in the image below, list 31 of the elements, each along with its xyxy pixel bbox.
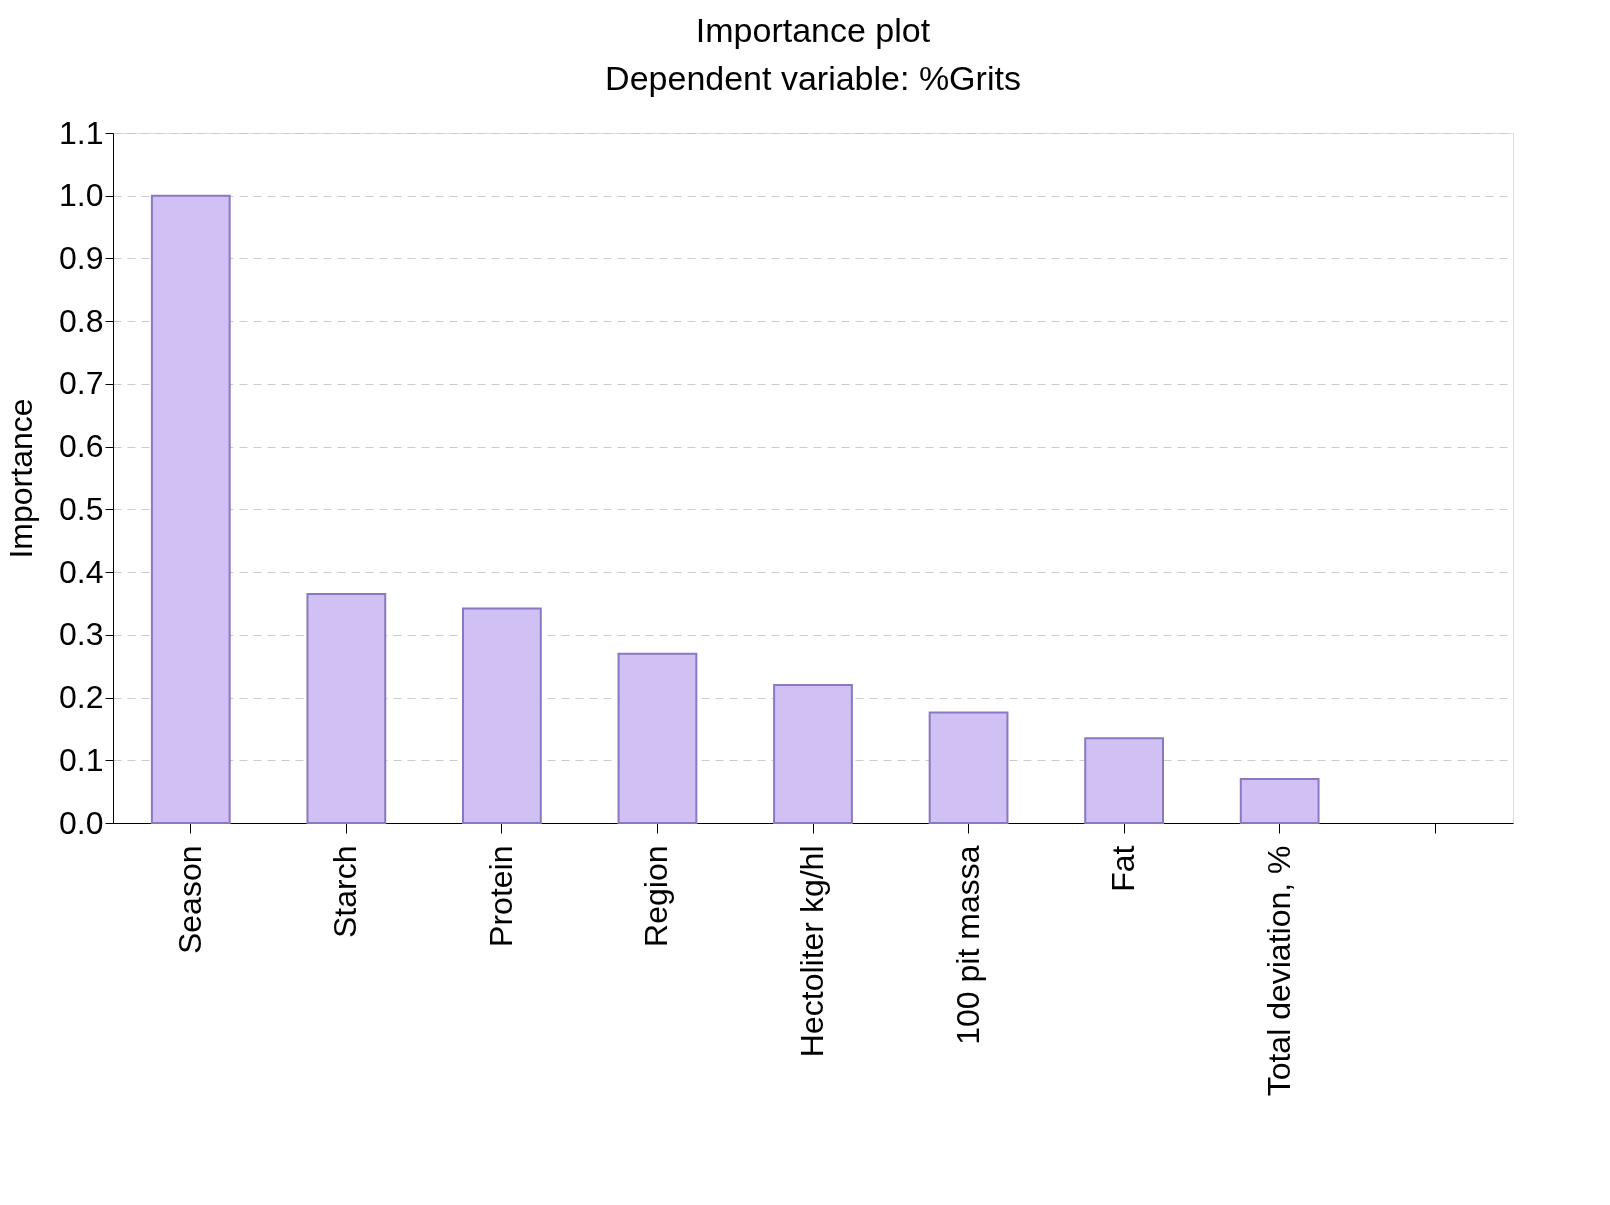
bar bbox=[773, 684, 853, 824]
x-tick-label: Region bbox=[638, 845, 675, 947]
bar bbox=[1239, 778, 1320, 824]
bar bbox=[617, 652, 698, 824]
x-tick-label: Season bbox=[171, 845, 208, 955]
y-tick-label: 0.9 bbox=[59, 239, 104, 276]
y-tick-label: 0.8 bbox=[59, 302, 104, 339]
x-tick-label: Total deviation, % bbox=[1260, 845, 1297, 1097]
x-tick-label: Hectoliter kg/hl bbox=[794, 845, 830, 1058]
y-tick-label: 0.3 bbox=[59, 616, 104, 653]
y-tick-label: 0.1 bbox=[59, 741, 104, 778]
bar bbox=[1084, 737, 1164, 824]
y-tick-label: 1.1 bbox=[59, 114, 104, 151]
y-tick-label: 0.6 bbox=[59, 428, 104, 465]
chart-title: Importance plot bbox=[695, 11, 931, 49]
bar bbox=[462, 607, 542, 824]
y-tick-label: 0.0 bbox=[59, 804, 104, 841]
y-tick-label: 1.0 bbox=[59, 177, 104, 214]
x-tick-label: Starch bbox=[327, 845, 364, 938]
chart-subtitle: Dependent variable: %Grits bbox=[605, 59, 1021, 97]
bar bbox=[306, 593, 387, 824]
x-tick-label: 100 pit massa bbox=[949, 845, 986, 1045]
x-tick-label: Fat bbox=[1105, 845, 1142, 892]
bar bbox=[928, 711, 1009, 824]
y-tick-label: 0.4 bbox=[59, 553, 104, 590]
x-tick-label: Protein bbox=[482, 845, 519, 947]
y-tick-label: 0.7 bbox=[59, 365, 104, 402]
y-tick-label: 0.5 bbox=[59, 490, 104, 527]
bar bbox=[150, 194, 231, 824]
y-tick-label: 0.2 bbox=[59, 679, 104, 716]
y-axis-title: Importance bbox=[3, 398, 40, 559]
